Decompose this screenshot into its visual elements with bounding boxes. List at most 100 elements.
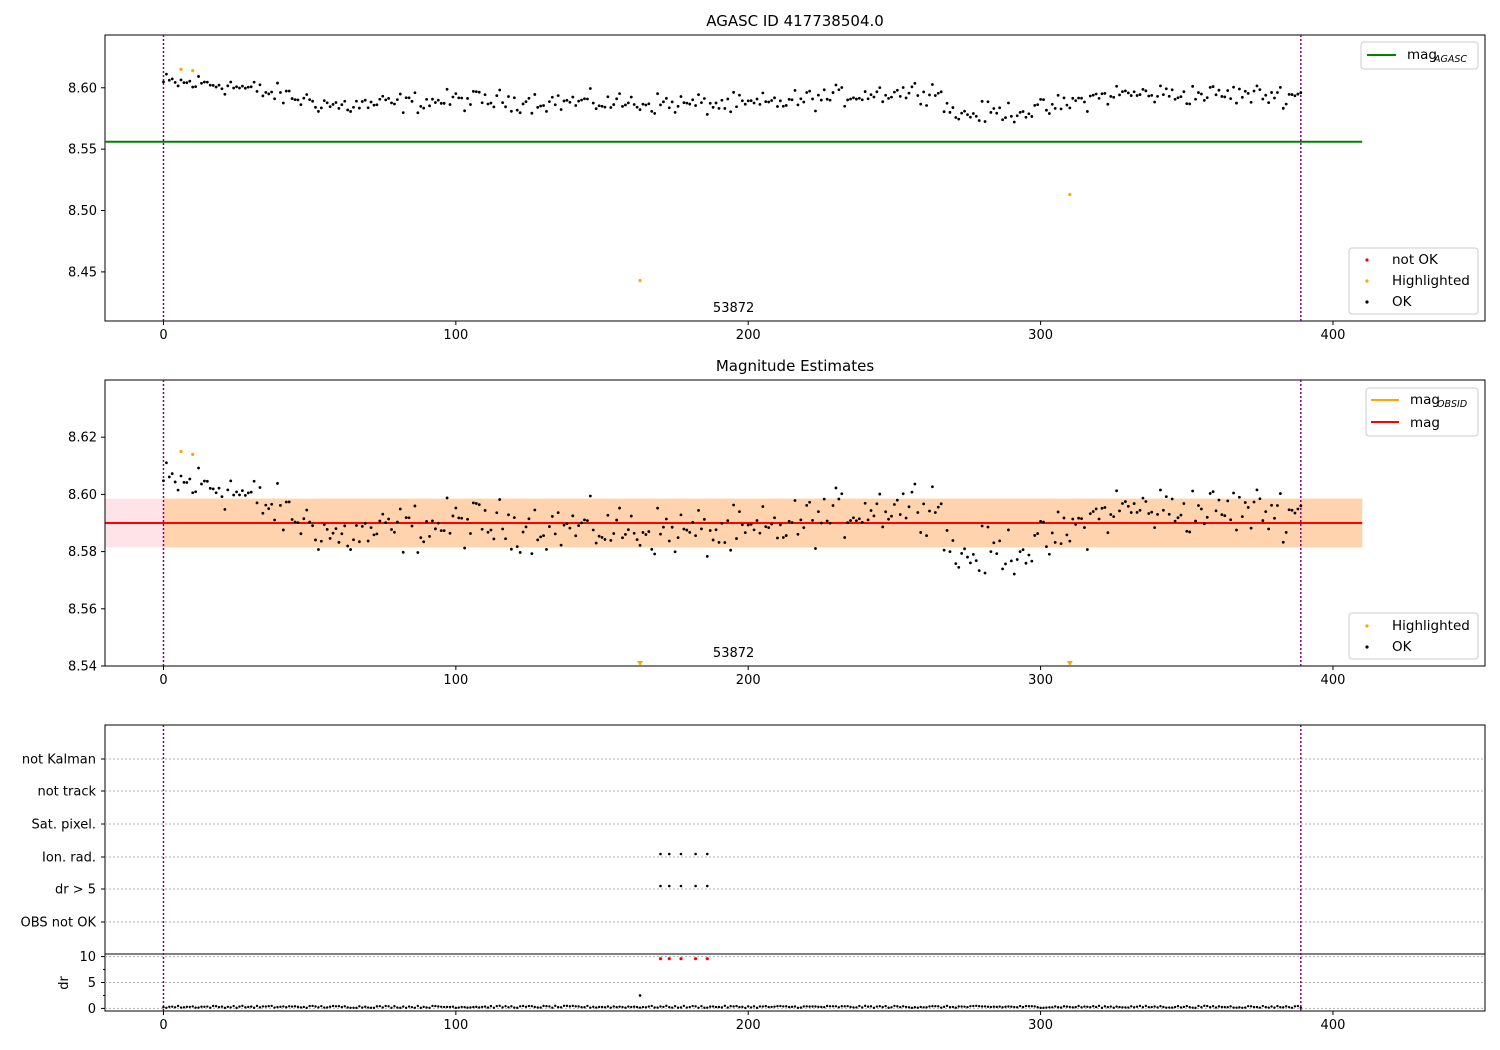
ok-point <box>1074 99 1078 103</box>
ok-point <box>878 492 882 496</box>
ok-point <box>808 89 812 93</box>
dr-point <box>603 1006 607 1009</box>
ok-point <box>214 491 218 495</box>
legend-label-highlighted: Highlighted <box>1392 618 1470 634</box>
dr-point <box>1194 1006 1197 1010</box>
ok-point <box>1024 115 1028 119</box>
ok-point <box>758 531 762 535</box>
dr-point <box>1065 1005 1069 1008</box>
ok-point <box>167 78 171 82</box>
ok-point <box>182 480 186 484</box>
ok-point <box>1097 96 1101 100</box>
ok-point <box>553 532 557 536</box>
ok-point <box>942 548 946 552</box>
ok-point <box>1027 553 1031 557</box>
ok-point <box>287 500 291 504</box>
dr-point <box>884 1004 887 1008</box>
ok-point <box>428 535 431 538</box>
dr-point <box>381 1006 384 1009</box>
dr-point <box>1296 1004 1300 1008</box>
ok-point <box>594 107 598 111</box>
ok-point <box>445 496 449 500</box>
dr-point <box>1016 1006 1019 1009</box>
ok-point <box>583 97 586 101</box>
ok-point <box>486 530 490 534</box>
ok-point <box>635 538 639 541</box>
ok-point <box>258 83 262 87</box>
dr-point <box>1188 1006 1191 1009</box>
dr-point <box>302 1005 306 1009</box>
ok-point <box>235 85 238 89</box>
ok-point <box>480 527 484 531</box>
ok-point <box>533 93 537 96</box>
ok-point <box>469 103 472 106</box>
dr-point <box>188 1005 191 1009</box>
dr-point <box>1252 1005 1256 1009</box>
ok-point <box>393 102 396 106</box>
ok-point <box>942 110 946 114</box>
dr-point <box>676 1006 680 1009</box>
ok-point <box>1138 508 1142 512</box>
ok-point <box>571 95 575 99</box>
ok-point <box>793 499 797 502</box>
ok-point <box>1188 530 1192 534</box>
ok-point <box>1232 491 1235 495</box>
agasc-panel: AGASC ID 417738504.0 53872 8.45 8.50 8.55 8… <box>68 12 1486 343</box>
dr-point <box>901 1005 905 1008</box>
ok-point <box>694 534 697 538</box>
dr-point <box>1013 1005 1016 1009</box>
ok-point <box>252 80 256 84</box>
ok-point <box>346 544 350 548</box>
dr-point <box>457 1006 460 1009</box>
dr-point <box>805 1005 808 1008</box>
ok-point <box>831 91 835 94</box>
ok-point <box>966 555 969 559</box>
dr-point <box>662 1005 665 1009</box>
ok-point <box>685 101 689 105</box>
dr-point <box>1220 1005 1224 1009</box>
ok-point <box>884 510 888 514</box>
dr-point <box>518 1005 522 1008</box>
ok-point <box>527 517 531 521</box>
ok-point <box>369 526 373 530</box>
dr-point <box>1092 1005 1095 1008</box>
ok-point <box>1299 91 1303 95</box>
ok-point <box>843 536 847 539</box>
dr-point <box>1241 1006 1244 1009</box>
ok-point <box>1129 94 1133 97</box>
ok-point <box>214 85 218 89</box>
ok-point <box>366 106 370 110</box>
ok-point <box>1220 95 1224 98</box>
ok-point <box>837 497 841 501</box>
dr-point <box>1056 1006 1060 1009</box>
ok-point <box>1252 500 1256 504</box>
ok-point <box>241 489 244 493</box>
dr-point <box>425 1006 428 1009</box>
y-tick-label: 8.54 <box>68 660 97 675</box>
ok-point <box>1053 106 1057 110</box>
dr-point <box>1162 1005 1165 1009</box>
ok-point <box>954 562 958 566</box>
ok-point <box>518 551 522 554</box>
ok-point <box>767 100 771 104</box>
ok-point <box>726 97 730 101</box>
dr-point <box>279 1005 282 1009</box>
dr-point <box>1238 1006 1241 1009</box>
dr-point <box>1159 1004 1162 1008</box>
ok-point <box>828 521 832 525</box>
ok-point <box>641 102 645 106</box>
ok-point <box>270 90 274 94</box>
ok-point <box>1173 519 1177 523</box>
ok-point <box>969 115 972 119</box>
dr-point <box>849 1005 852 1009</box>
ok-point <box>507 513 510 517</box>
dr-point <box>416 1004 420 1008</box>
ok-point <box>1045 108 1048 112</box>
ok-point <box>1085 110 1089 113</box>
dr-point <box>407 1005 411 1008</box>
ok-point <box>928 93 931 97</box>
ok-point <box>173 81 177 84</box>
dr-point <box>483 1005 487 1008</box>
dr-point <box>1182 1005 1186 1009</box>
